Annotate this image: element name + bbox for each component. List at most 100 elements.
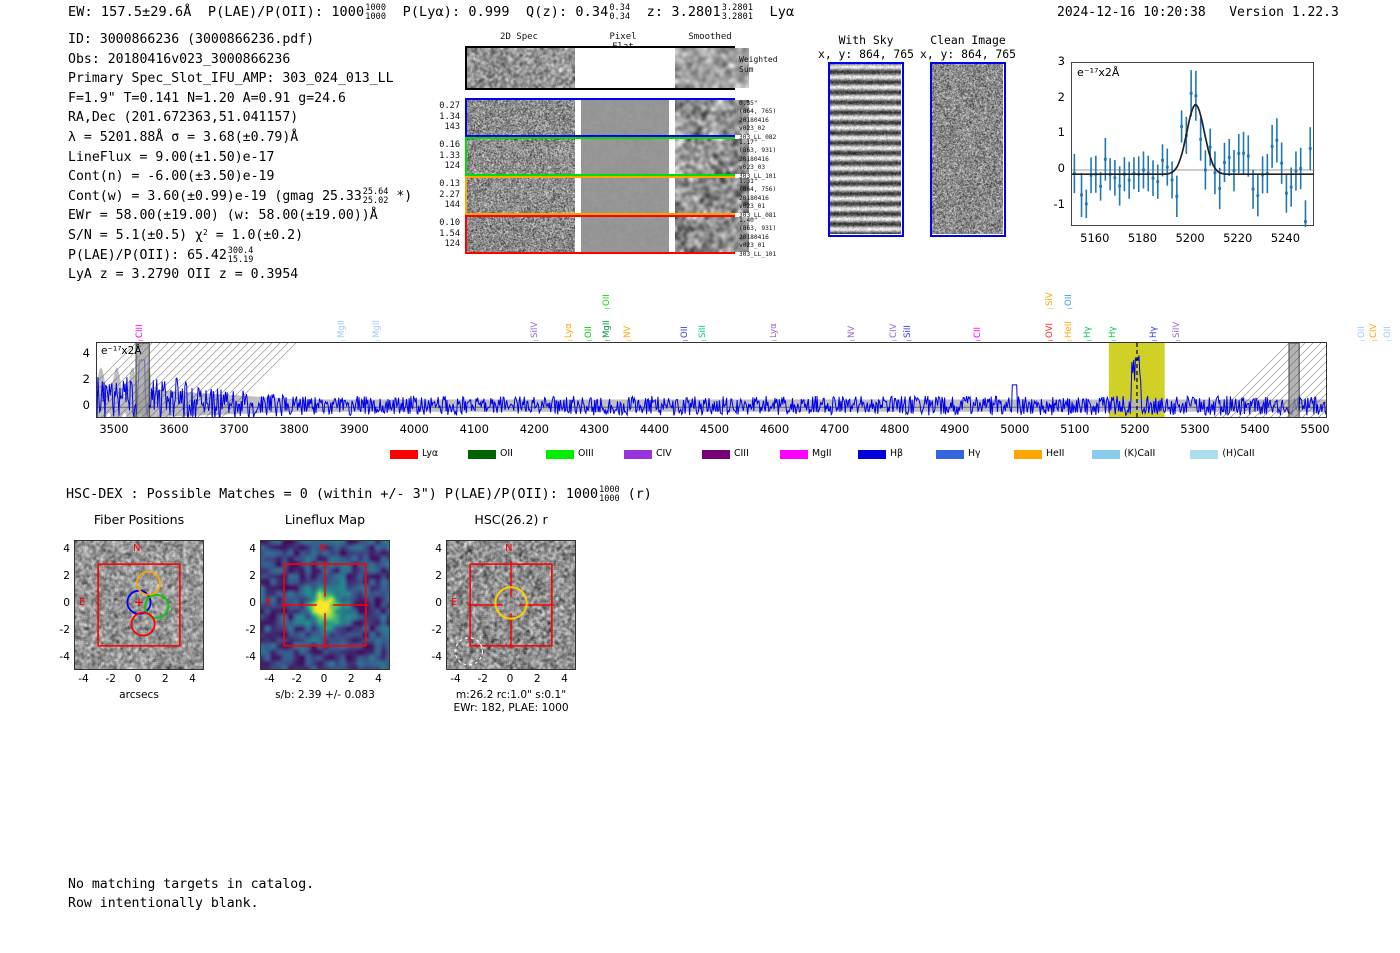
weighted-sum-smoothed	[675, 48, 749, 88]
fiber-left-value-3-1: 1.54	[439, 228, 460, 239]
cutout-title-1: Clean Image	[930, 33, 1006, 47]
panel-0-ytick-1: -2	[59, 624, 70, 637]
qz-lo: 0.34	[609, 12, 631, 22]
emission-label-4: Lyα	[564, 323, 575, 338]
fullspec-xtick-17: 5200	[1120, 422, 1150, 436]
fiber-row-0	[465, 98, 749, 137]
fiber-right-meta-3: 1.40" (863, 931) 20180416 v023_01 303_LL_101	[739, 217, 776, 259]
qz-label: Q(z):	[526, 4, 568, 20]
emission-line-fit-plot: e⁻¹⁷x2Å 5160 5180 5200 5220 5240 -1 0 1 2 3	[1037, 54, 1320, 256]
fullspec-xtick-15: 5000	[1000, 422, 1030, 436]
emission-label-21: Hγ	[1107, 326, 1118, 338]
legend-swatch-2	[546, 450, 574, 459]
legend-label-9: (K)CaII	[1124, 448, 1156, 459]
fiber-pixelflat-1	[581, 139, 669, 174]
legend-swatch-5	[780, 450, 808, 459]
z-lo: 3.2801	[721, 12, 754, 22]
fiber-meta-2-0: 1.31"	[739, 178, 758, 185]
fullspec-xtick-0: 3500	[99, 422, 129, 436]
emission-bracket-7: ⌣	[604, 304, 611, 314]
panel-0-ytick-4: 4	[63, 542, 70, 555]
panel-0-xtick-4: 4	[189, 673, 196, 685]
emission-bracket-17: ⌣	[1047, 304, 1054, 314]
weighted-sum-row	[465, 46, 749, 90]
plae2-hi: 300.4	[227, 245, 254, 256]
fullspec-xtick-9: 4400	[639, 422, 670, 436]
hsc-summary-suffix: (r)	[627, 487, 652, 502]
fiber-left-value-2-1: 2.27	[439, 189, 460, 200]
fiber-left-value-1-2: 124	[444, 161, 460, 172]
panel-2-xtick-0: -4	[450, 673, 461, 685]
panel-1-xtick-3: 2	[347, 673, 355, 685]
emission-bracket-2: ⌣	[375, 336, 382, 346]
weighted-sum-2dspec	[467, 48, 575, 88]
compass-e-1: E	[265, 597, 272, 608]
panel-2-xtick-2: 0	[506, 673, 514, 685]
hsc-summary-hi: 1000	[599, 485, 620, 495]
footer-line-0: No matching targets in catalog.	[68, 877, 315, 892]
panel-0-xtick-1: -2	[105, 673, 117, 685]
lineplot-xtick-4: 5240	[1270, 231, 1301, 245]
lineplot-xtick-0: 5160	[1080, 231, 1110, 245]
ew-label: EW:	[68, 4, 93, 20]
timestamp: 2024-12-16 10:20:38	[1057, 5, 1206, 20]
emission-bracket-20: ⌣	[1086, 336, 1093, 346]
hsc-summary-lo: 1000	[599, 494, 620, 504]
id-line-6: LineFlux = 9.00(±1.50)e-17	[68, 149, 275, 165]
fiber-meta-1-1: (863, 931)	[739, 147, 777, 155]
panel-1-ytick-0: -4	[245, 651, 256, 664]
emission-bracket-9: ⌣	[682, 336, 689, 346]
fiber-meta-0-4: 303_LL_082	[739, 133, 777, 141]
emission-bracket-3: ⌣	[533, 336, 540, 346]
fullspec-xtick-12: 4700	[819, 422, 850, 436]
emission-label-26: OII	[1383, 326, 1394, 338]
full-spectrum-plot: e⁻¹⁷x2Å 3500 3600 3700 3800 3900 4000 4100 4200 4…	[68, 270, 1393, 470]
fiber-smoothed-1	[675, 139, 749, 174]
emission-label-25: CIV	[1369, 323, 1380, 338]
cont-w-hi: 25.64	[362, 186, 389, 197]
emission-bracket-25: ⌣	[1372, 336, 1378, 346]
legend-label-10: (H)CaII	[1222, 448, 1255, 459]
panel-1-ytick-3: 2	[249, 569, 256, 582]
emission-label-19: OII	[1063, 294, 1074, 306]
z-line-name: Lyα	[769, 4, 795, 20]
panel-caption2-2: EWr: 182, PLAE: 1000	[453, 702, 569, 714]
fiber-row-1	[465, 137, 749, 176]
plae-value: 1000	[331, 4, 365, 20]
id-line-0: ID: 3000866236 (3000866236.pdf)	[68, 32, 315, 47]
fiber-row-3	[465, 215, 749, 254]
emission-label-22: Hγ	[1148, 326, 1159, 338]
legend-label-0: Lyα	[422, 448, 439, 459]
emission-bracket-15: ⌣	[975, 336, 982, 346]
legend-swatch-4	[702, 450, 730, 459]
emission-label-10: SiII	[697, 325, 708, 338]
fullspec-xtick-18: 5300	[1180, 422, 1210, 436]
cont-w-pre: Cont(w) = 3.60(±0.99)e-19 (gmag 25.33	[68, 188, 362, 204]
panel-2-ytick-2: 0	[435, 597, 442, 609]
emission-label-5: OII	[583, 326, 594, 338]
legend-label-2: OIII	[578, 448, 594, 459]
panel-0-xtick-2: 0	[134, 673, 142, 685]
compass-e-2: E	[451, 597, 458, 608]
emission-bracket-11: ⌣	[771, 336, 778, 346]
panel-2-ytick-1: -2	[431, 624, 442, 637]
fiber-meta-0-3: v023_02	[739, 125, 766, 133]
sn-post: = 1.0(±0.2)	[207, 227, 304, 243]
fiber-2dspec-2	[467, 178, 575, 213]
id-line-3: F=1.9" T=0.141 N=1.20 A=0.91 g=24.6	[68, 90, 346, 106]
fullspec-xtick-20: 5500	[1300, 422, 1330, 436]
column-header-2: Smoothed	[688, 32, 732, 42]
fiber-2dspec-0	[467, 100, 575, 135]
emission-label-17: SiV	[1044, 292, 1055, 306]
fullspec-xtick-19: 5400	[1240, 422, 1270, 436]
hsc-summary-text: HSC-DEX : Possible Matches = 0 (within +…	[66, 487, 599, 502]
cutout-image-1	[930, 62, 1006, 237]
plae-lo: 1000	[365, 12, 387, 22]
emission-label-0: CIII	[135, 324, 146, 338]
emission-bracket-21: ⌣	[1110, 336, 1117, 346]
lineplot-canvas	[1072, 70, 1315, 227]
fiber-meta-0-1: (864, 765)	[739, 108, 777, 116]
fiber-left-value-3-0: 0.10	[439, 218, 460, 228]
plae-hi: 1000	[365, 3, 387, 13]
